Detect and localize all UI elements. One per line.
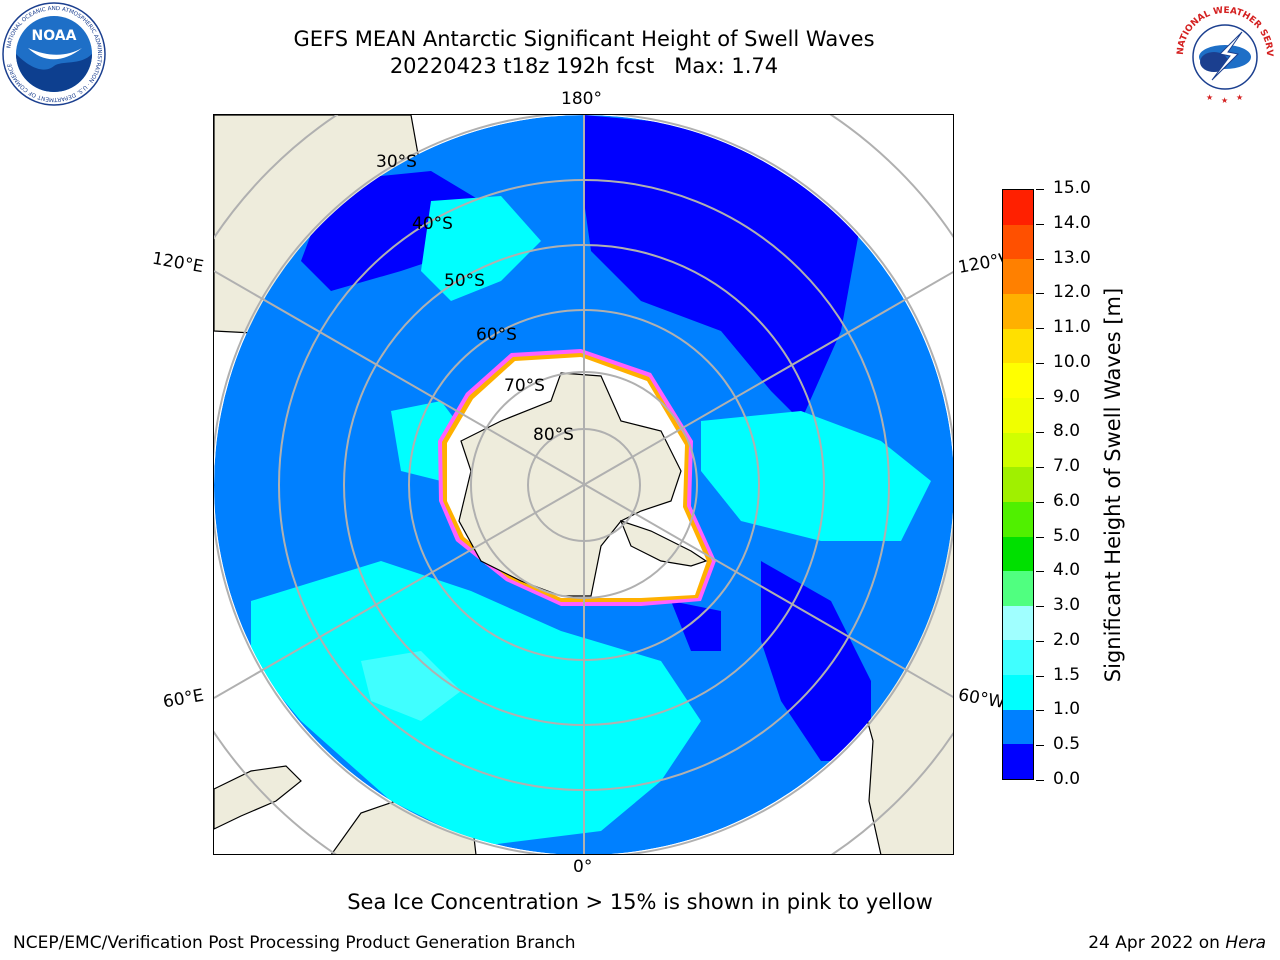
colorbar-segment xyxy=(1003,605,1033,641)
colorbar-tick-label: 9.0 xyxy=(1053,386,1081,407)
colorbar-tick-label: 6.0 xyxy=(1053,490,1081,511)
colorbar-tick-label: 2.0 xyxy=(1053,629,1081,650)
colorbar-tick-label: 7.0 xyxy=(1053,456,1081,477)
colorbar-tick-mark xyxy=(1036,362,1044,364)
run-machine: Hera xyxy=(1225,933,1266,953)
colorbar-tick-mark xyxy=(1036,189,1044,190)
swell-high-south-pacific xyxy=(421,196,541,301)
lat-label-40s: 40°S xyxy=(412,214,453,234)
lat-label-70s: 70°S xyxy=(504,376,545,396)
colorbar-tick-mark xyxy=(1036,293,1044,295)
antarctic-peninsula xyxy=(619,520,708,567)
run-date-credit: 24 Apr 2022 on Hera xyxy=(1088,933,1266,953)
lat-label-30s: 30°S xyxy=(376,152,417,172)
colorbar-tick-label: 11.0 xyxy=(1053,317,1091,338)
swell-high-east xyxy=(701,411,931,541)
colorbar-title: Significant Height of Swell Waves [m] xyxy=(1101,287,1125,683)
colorbar-tick-mark xyxy=(1036,536,1044,538)
colorbar-tick-label: 1.0 xyxy=(1053,699,1081,720)
lon-label-60e: 60°E xyxy=(161,685,206,713)
colorbar-segment xyxy=(1003,432,1033,468)
polar-map: 30°S 40°S 50°S 60°S 70°S 80°S xyxy=(213,114,954,855)
colorbar-tick-mark xyxy=(1036,606,1044,608)
colorbar-segment xyxy=(1003,259,1033,295)
swell-high-indian xyxy=(251,561,701,846)
colorbar-tick-mark xyxy=(1036,223,1044,225)
colorbar-tick-mark xyxy=(1036,258,1044,260)
colorbar-tick-label: 15.0 xyxy=(1053,178,1091,198)
colorbar-tick-label: 1.5 xyxy=(1053,664,1081,685)
colorbar-segment xyxy=(1003,397,1033,433)
svg-text:★: ★ xyxy=(1221,96,1228,105)
swell-low-weddell xyxy=(671,601,721,651)
colorbar-tick-mark xyxy=(1036,745,1044,747)
colorbar-tick-label: 5.0 xyxy=(1053,525,1081,546)
lon-label-0: 0° xyxy=(573,857,593,877)
colorbar-tick-mark xyxy=(1036,328,1044,330)
colorbar-tick-mark xyxy=(1036,640,1044,642)
noaa-logo: NATIONAL OCEANIC AND ATMOSPHERIC ADMINIS… xyxy=(2,2,106,106)
antarctica xyxy=(438,349,716,606)
lon-label-60w: 60°W xyxy=(956,685,1007,713)
lon-label-180: 180° xyxy=(561,89,602,109)
colorbar-segment xyxy=(1003,363,1033,398)
colorbar-tick-mark xyxy=(1036,710,1044,712)
colorbar-segment xyxy=(1003,640,1033,676)
colorbar-tick-mark xyxy=(1036,397,1044,399)
colorbar-tick-label: 10.0 xyxy=(1053,351,1091,372)
colorbar-segment xyxy=(1003,675,1033,710)
colorbar-tick-mark xyxy=(1036,571,1044,573)
colorbar-tick-mark xyxy=(1036,501,1044,503)
swell-low-pacific xyxy=(584,115,861,421)
madagascar-landmass xyxy=(214,765,302,830)
graticule xyxy=(214,115,953,854)
colorbar-segment xyxy=(1003,328,1033,364)
colorbar-tick-mark xyxy=(1036,780,1044,781)
lat-label-50s: 50°S xyxy=(444,271,485,291)
chart-title: GEFS MEAN Antarctic Significant Height o… xyxy=(293,27,875,51)
lon-label-120e: 120°E xyxy=(150,248,206,278)
colorbar xyxy=(1002,189,1034,780)
svg-text:★: ★ xyxy=(1206,93,1213,102)
map-canvas xyxy=(214,115,953,854)
colorbar-tick-mark xyxy=(1036,675,1044,677)
lat-label-60s: 60°S xyxy=(476,325,517,345)
colorbar-segment xyxy=(1003,224,1033,260)
colorbar-tick-label: 14.0 xyxy=(1053,212,1091,233)
colorbar-segment xyxy=(1003,294,1033,329)
colorbar-tick-label: 12.0 xyxy=(1053,282,1091,303)
producer-credit: NCEP/EMC/Verification Post Processing Pr… xyxy=(13,933,576,953)
noaa-wordmark: NOAA xyxy=(32,28,77,44)
antarctica-landmass xyxy=(458,372,682,597)
colorbar-tick-mark xyxy=(1036,432,1044,434)
meridian-60e-120w xyxy=(214,270,953,699)
colorbar-tick-label: 0.5 xyxy=(1053,734,1081,755)
nws-logo: NATIONAL WEATHER SERVICE ★ ★ ★ xyxy=(1172,2,1277,107)
colorbar-segment xyxy=(1003,709,1033,745)
chart-subtitle: 20220423 t18z 192h fcst Max: 1.74 xyxy=(389,54,779,78)
colorbar-segment xyxy=(1003,467,1033,502)
colorbar-tick-label: 3.0 xyxy=(1053,595,1081,616)
colorbar-segment xyxy=(1003,536,1033,572)
colorbar-tick-label: 8.0 xyxy=(1053,421,1081,442)
colorbar-segment xyxy=(1003,744,1033,779)
run-date: 24 Apr 2022 on xyxy=(1088,933,1226,953)
svg-text:★: ★ xyxy=(1236,93,1243,102)
colorbar-tick-label: 0.0 xyxy=(1053,769,1081,789)
sea-ice-footnote: Sea Ice Concentration > 15% is shown in … xyxy=(347,890,933,914)
colorbar-tick-mark xyxy=(1036,467,1044,469)
colorbar-tick-label: 4.0 xyxy=(1053,560,1081,581)
lat-label-80s: 80°S xyxy=(533,425,574,445)
colorbar-tick-label: 13.0 xyxy=(1053,247,1091,268)
colorbar-segment xyxy=(1003,571,1033,606)
colorbar-segment xyxy=(1003,501,1033,537)
colorbar-segment xyxy=(1003,190,1033,225)
swell-higher-patch xyxy=(361,651,461,721)
